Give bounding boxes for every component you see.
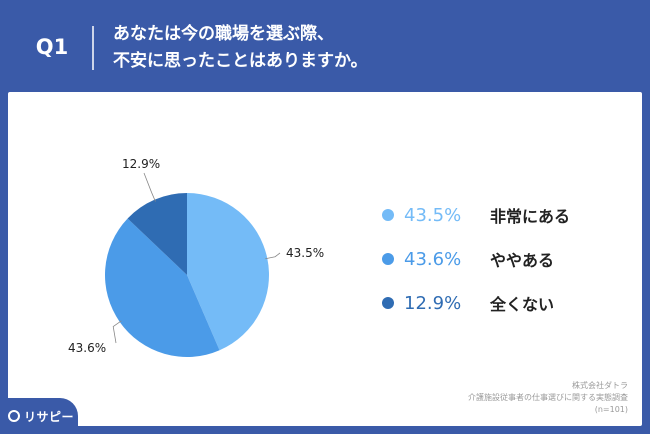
legend-dot-icon [382,209,394,221]
question-number: Q1 [35,35,69,59]
leader-line [143,172,156,202]
slice-very-much [187,193,270,351]
legend-percent: 43.6% [404,248,462,270]
logo-icon [8,410,20,422]
data-label: 12.9% [122,157,160,171]
question-text: あなたは今の職場を選ぶ際、 不安に思ったことはありますか。 [113,24,368,71]
slice-somewhat [104,218,220,357]
source-note: 株式会社ダトラ 介護施設従事者の仕事選びに関する実態調査 (n=101) [368,380,628,416]
legend-percent: 12.9% [404,292,462,314]
legend-item-very-much: 43.5% 非常にある [382,200,570,230]
source-company: 株式会社ダトラ [572,381,628,390]
legend-label: 非常にある [490,207,571,226]
header-divider [92,26,94,70]
legend-dot-icon [382,253,394,265]
legend-dot-icon [382,297,394,309]
legend-item-somewhat: 43.6% ややある [382,244,554,274]
data-label: 43.5% [286,246,324,260]
leader-line [112,320,122,344]
source-survey: 介護施設従事者の仕事選びに関する実態調査 [468,393,628,402]
data-label: 43.6% [68,341,106,355]
slice-not-at-all [127,193,187,275]
logo-text: リサピー [24,409,75,424]
leader-line [265,252,281,260]
legend-label: 全くない [490,295,555,314]
brand-logo: リサピー [0,398,78,434]
source-sample: (n=101) [594,405,628,414]
legend-percent: 43.5% [404,204,462,226]
legend-item-not-at-all: 12.9% 全くない [382,288,554,318]
legend-label: ややある [490,251,555,270]
